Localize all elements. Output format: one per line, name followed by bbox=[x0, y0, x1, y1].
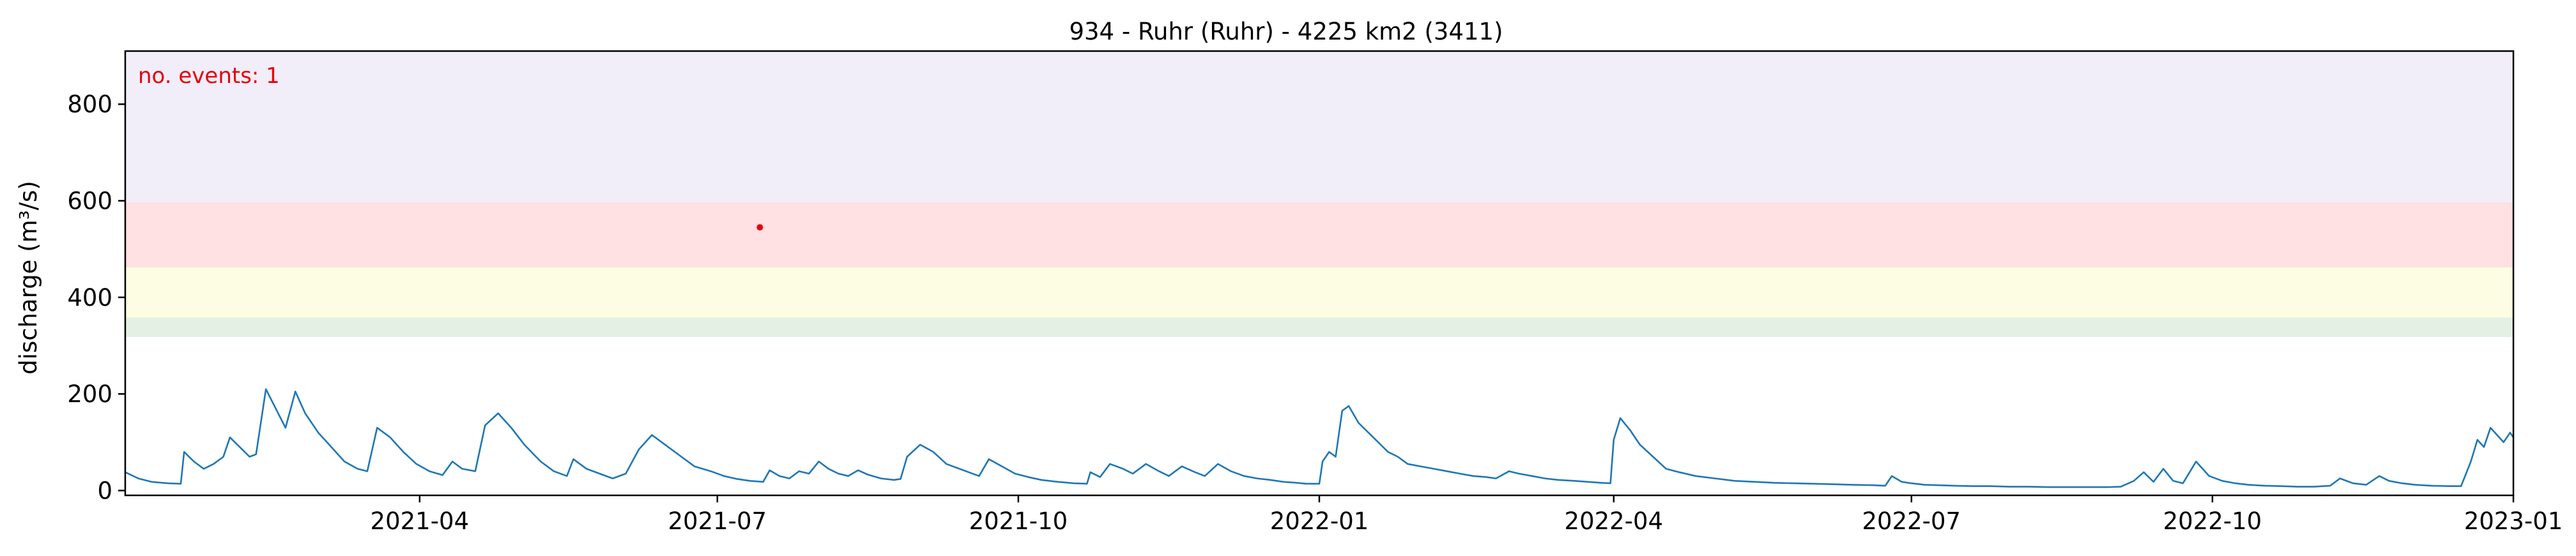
y-tick-label-200: 200 bbox=[67, 380, 112, 408]
event-markers bbox=[756, 224, 763, 231]
x-tick-label-2023-01: 2023-01 bbox=[2464, 507, 2563, 535]
x-tick-label-2022-07: 2022-07 bbox=[1862, 507, 1961, 535]
event-marker-0 bbox=[756, 224, 763, 231]
threshold-band-0 bbox=[125, 317, 2513, 337]
chart-title: 934 - Ruhr (Ruhr) - 4225 km2 (3411) bbox=[1069, 18, 1503, 45]
threshold-band-1 bbox=[125, 267, 2513, 318]
events-annotation: no. events: 1 bbox=[138, 63, 280, 89]
axes: 0 200 400 600 800 2021-04 2021-07 2021-10 2022-0… bbox=[67, 50, 2563, 535]
x-tick-label-2021-10: 2021-10 bbox=[969, 507, 1068, 535]
y-axis-label: discharge (m³/s) bbox=[15, 181, 42, 375]
x-tick-label-2022-01: 2022-01 bbox=[1270, 507, 1369, 535]
x-tick-label-2021-04: 2021-04 bbox=[371, 507, 470, 535]
y-tick-label-400: 400 bbox=[67, 284, 112, 312]
discharge-line-0 bbox=[125, 388, 2515, 488]
series-lines bbox=[125, 388, 2515, 488]
y-tick-label-600: 600 bbox=[67, 188, 112, 215]
x-tick-label-2022-04: 2022-04 bbox=[1565, 507, 1664, 535]
threshold-band-2 bbox=[125, 202, 2513, 267]
x-tick-label-2022-10: 2022-10 bbox=[2163, 507, 2262, 535]
x-tick-label-2021-07: 2021-07 bbox=[668, 507, 767, 535]
y-tick-label-800: 800 bbox=[67, 91, 112, 118]
threshold-bands bbox=[125, 51, 2513, 337]
threshold-band-3 bbox=[125, 51, 2513, 202]
y-tick-label-0: 0 bbox=[97, 477, 112, 504]
